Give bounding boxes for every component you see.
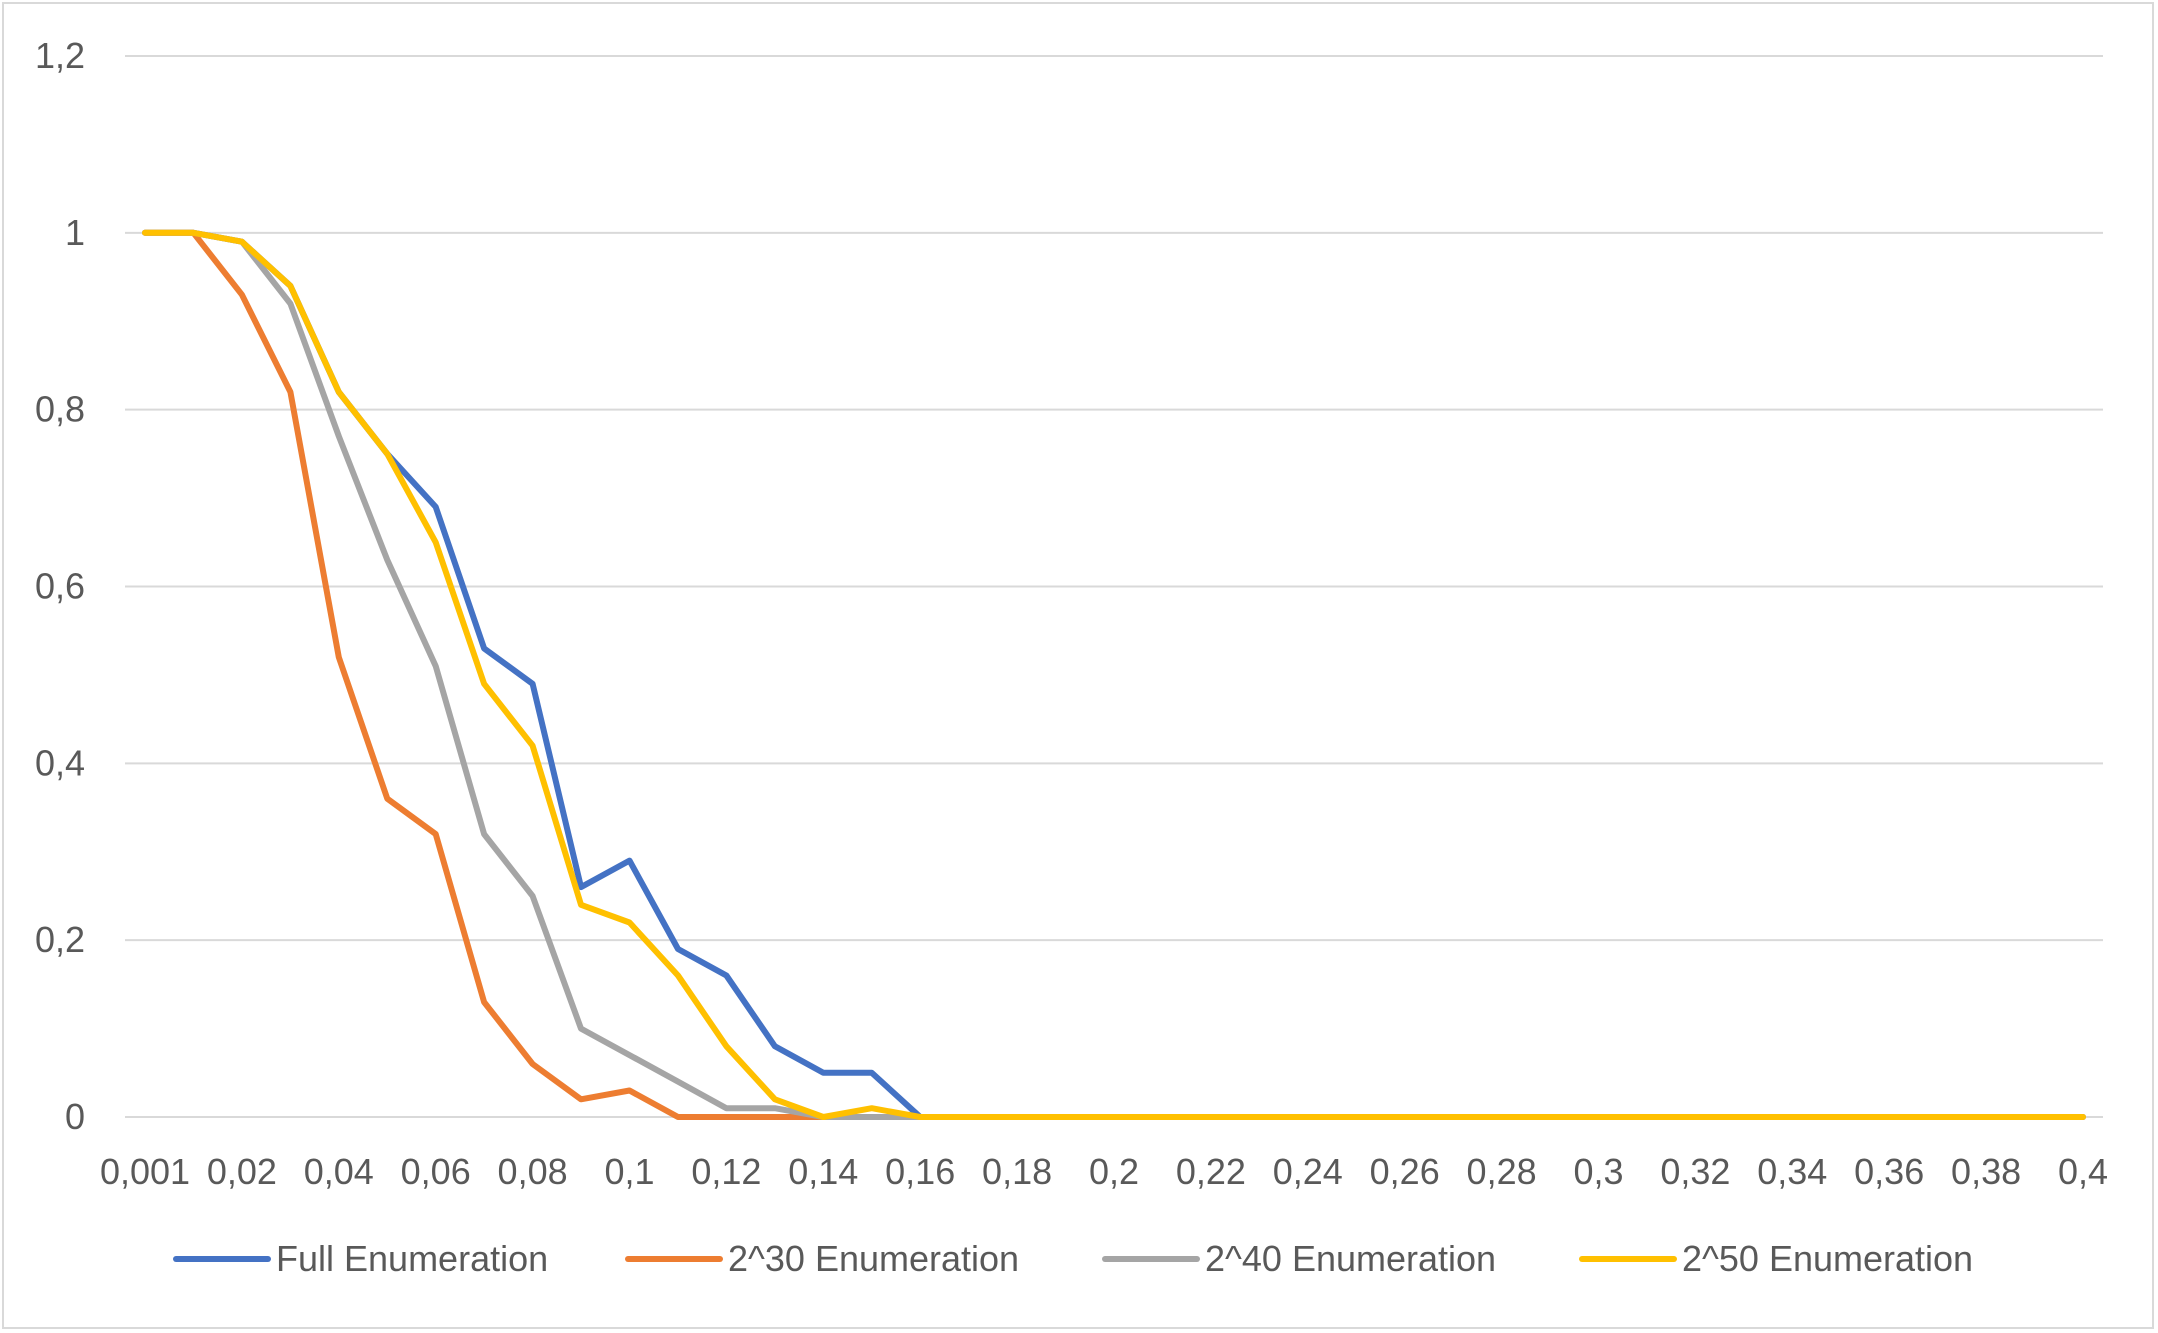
x-tick-label: 0,34 (1757, 1151, 1827, 1192)
x-tick-label: 0,4 (2058, 1151, 2108, 1192)
y-tick-label: 0,4 (35, 742, 85, 783)
y-tick-label: 1 (65, 212, 85, 253)
legend-label: 2^30 Enumeration (728, 1238, 1019, 1279)
x-tick-label: 0,26 (1370, 1151, 1440, 1192)
y-tick-label: 0,8 (35, 389, 85, 430)
x-tick-label: 0,32 (1660, 1151, 1730, 1192)
series-lines (142, 229, 2086, 1120)
legend-label: 2^50 Enumeration (1682, 1238, 1973, 1279)
series-line-3 (142, 229, 2086, 1120)
x-tick-label: 0,06 (401, 1151, 471, 1192)
x-tick-label: 0,3 (1573, 1151, 1623, 1192)
x-tick-label: 0,28 (1467, 1151, 1537, 1192)
x-tick-label: 0,18 (982, 1151, 1052, 1192)
x-tick-label: 0,24 (1273, 1151, 1343, 1192)
x-tick-label: 0,16 (885, 1151, 955, 1192)
x-tick-label: 0,36 (1854, 1151, 1924, 1192)
y-tick-label: 0,6 (35, 566, 85, 607)
legend-label: 2^40 Enumeration (1205, 1238, 1496, 1279)
x-tick-label: 0,08 (498, 1151, 568, 1192)
y-tick-label: 0 (65, 1096, 85, 1137)
x-tick-label: 0,22 (1176, 1151, 1246, 1192)
x-tick-label: 0,04 (304, 1151, 374, 1192)
x-tick-label: 0,1 (604, 1151, 654, 1192)
x-tick-label: 0,14 (788, 1151, 858, 1192)
series-line-4 (142, 229, 2086, 1120)
y-tick-label: 0,2 (35, 919, 85, 960)
x-tick-label: 0,12 (691, 1151, 761, 1192)
x-tick-label: 0,02 (207, 1151, 277, 1192)
legend: Full Enumeration 2^30 Enumeration 2^40 Enu… (173, 1238, 1973, 1279)
x-tick-label: 0,001 (100, 1151, 190, 1192)
x-axis-tick-labels: 0,001 0,02 0,04 0,06 0,08 0,1 0,12 0,14 0,16 0,18… (100, 1151, 2108, 1192)
legend-label: Full Enumeration (276, 1238, 548, 1279)
x-tick-label: 0,38 (1951, 1151, 2021, 1192)
y-axis-tick-labels: 0 0,2 0,4 0,6 0,8 1 1,2 (35, 35, 85, 1137)
y-tick-label: 1,2 (35, 35, 85, 76)
gridlines (125, 55, 2103, 942)
x-tick-label: 0,2 (1089, 1151, 1139, 1192)
